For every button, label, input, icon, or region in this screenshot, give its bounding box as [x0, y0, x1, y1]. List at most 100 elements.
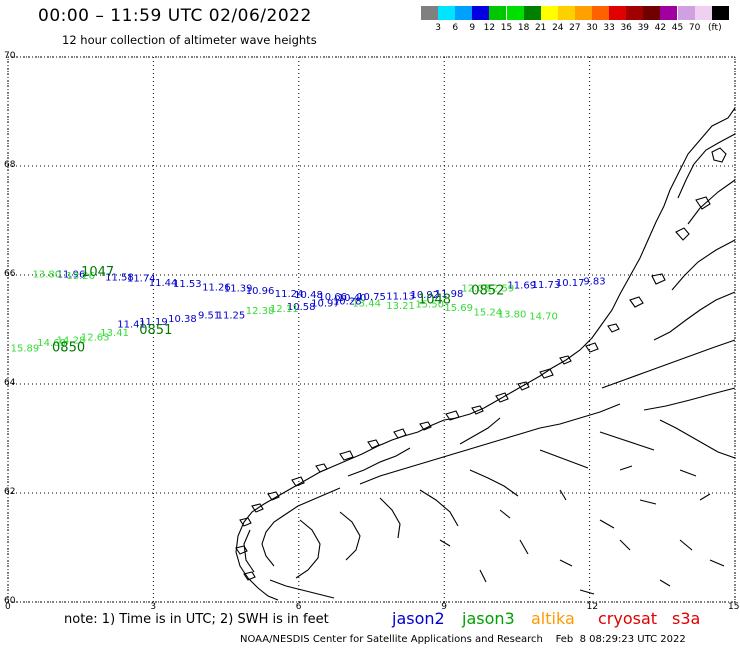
wave-height-label: 13.44: [352, 299, 381, 310]
wave-height-label: 15.69: [444, 303, 473, 314]
scale-label: 12: [483, 23, 496, 33]
wave-height-label: 13.80: [498, 310, 527, 321]
wave-height-label: 11.96: [57, 270, 86, 281]
scale-swatch: [421, 6, 438, 20]
wave-height-label: 11.25: [217, 311, 246, 322]
legend-cryosat: cryosat: [598, 609, 658, 628]
wave-height-label: 12.07: [461, 283, 490, 294]
wave-height-label: 13.21: [386, 301, 415, 312]
scale-label: 42: [654, 23, 667, 33]
coastline: [235, 107, 736, 601]
wave-height-label: 11.73: [532, 280, 561, 291]
scale-swatch: [626, 6, 644, 20]
wave-height-label: 11.44: [149, 278, 178, 289]
scale-label: 45: [671, 23, 684, 33]
legend-jason2: jason2: [392, 609, 445, 628]
legend-jason3: jason3: [462, 609, 515, 628]
scale-label: 6: [452, 23, 459, 33]
y-tick-label: 62: [4, 487, 16, 497]
wave-height-label: 9.51: [198, 311, 220, 322]
x-tick-label: 3: [150, 602, 157, 612]
wave-height-label: 10.58: [287, 302, 316, 313]
scale-label: 27: [569, 23, 581, 33]
scale-label: 36: [620, 23, 632, 33]
scale-swatch: [523, 6, 541, 20]
wave-height-label: 12.11: [270, 304, 299, 315]
scale-swatch: [574, 6, 592, 20]
wave-height-label: 12.63: [81, 332, 110, 343]
wave-height-label: 10.96: [246, 286, 275, 297]
legend-altika: altika: [531, 609, 575, 628]
wave-height-label: 14.70: [529, 312, 558, 323]
scale-swatch: [592, 6, 609, 20]
wave-height-label: 15.89: [11, 343, 40, 354]
footer-note: note: 1) Time is in UTC; 2) SWH is in fe…: [64, 612, 329, 627]
wave-height-label: 11.53: [173, 279, 202, 290]
scale-swatch: [472, 6, 490, 20]
wave-height-label: 11.19: [139, 317, 168, 328]
map-title: 00:00 – 11:59 UTC 02/06/2022: [38, 6, 312, 26]
wave-height-label: 12.59: [486, 283, 515, 294]
wave-height-label: 10.66: [318, 292, 347, 303]
wave-height-label: 14.69: [37, 338, 66, 349]
scale-swatch: [506, 6, 524, 20]
pass-time-marker: 0852: [471, 284, 504, 299]
scale-swatch: [540, 6, 558, 20]
wave-height-label: 10.28: [333, 296, 362, 307]
scale-label: 24: [552, 23, 564, 33]
wave-height-label: 10.38: [168, 314, 197, 325]
wave-height-label: 13.41: [100, 328, 129, 339]
wave-height-label: 11.13: [386, 292, 415, 303]
wave-height-label: 10.75: [357, 292, 386, 303]
legend-s3a: s3a: [672, 609, 701, 628]
y-tick-label: 68: [4, 160, 16, 170]
wave-height-label: 11.98: [435, 289, 464, 300]
wave-height-label: 10.40: [338, 293, 367, 304]
scale-swatch: [557, 6, 575, 20]
wave-height-label: 11.41: [117, 319, 146, 330]
x-tick-label: 6: [295, 602, 302, 612]
x-tick-label: 9: [441, 602, 447, 612]
wave-height-label: 15.50: [415, 300, 444, 311]
y-tick-label: 64: [4, 378, 16, 388]
wave-height-label: 12.38: [246, 306, 275, 317]
wave-height-label: 11.26: [202, 282, 231, 293]
scale-label: 33: [603, 23, 615, 33]
wave-height-label: 11.24: [275, 289, 304, 300]
x-tick-label: 12: [586, 602, 599, 612]
wave-height-label: 10.92: [410, 290, 439, 301]
scale-swatch: [438, 6, 456, 20]
scale-unit-label: (ft): [708, 23, 722, 33]
scale-swatch: [660, 6, 678, 20]
scale-label: 15: [500, 23, 513, 33]
scale-label: 39: [637, 23, 650, 33]
wave-height-label: 10.48: [294, 290, 323, 301]
wave-height-label: 15.24: [473, 307, 502, 318]
scale-swatch: [609, 6, 627, 20]
wave-height-label: 13.80: [32, 270, 61, 281]
wave-height-label: 10.17: [556, 278, 585, 289]
lat-lon-grid: [7, 56, 736, 603]
wave-height-label: 13.26: [66, 271, 95, 282]
scale-swatch: [694, 6, 712, 20]
scale-swatch: [711, 6, 729, 20]
map-subtitle: 12 hour collection of altimeter wave hei…: [62, 33, 317, 47]
x-tick-label: 0: [5, 602, 11, 612]
y-tick-label: 66: [4, 269, 16, 279]
scale-label: 18: [517, 23, 530, 33]
wave-height-label: 11.58: [105, 272, 134, 283]
pass-time-marker: 0851: [139, 323, 172, 338]
scale-label: 9: [469, 23, 476, 33]
scale-swatch: [643, 6, 661, 20]
pass-time-marker: 1047: [81, 265, 114, 280]
wave-height-label: 11.74: [127, 274, 156, 285]
scale-label: 21: [534, 23, 547, 33]
wave-height-label: 11.69: [507, 281, 536, 292]
scale-swatch: [489, 6, 507, 20]
scale-label: 30: [586, 23, 598, 33]
footer-credit: NOAA/NESDIS Center for Satellite Applica…: [240, 634, 686, 645]
scale-swatch: [677, 6, 695, 20]
pass-time-marker: 0850: [52, 340, 85, 355]
x-tick-label: 15: [728, 602, 740, 612]
